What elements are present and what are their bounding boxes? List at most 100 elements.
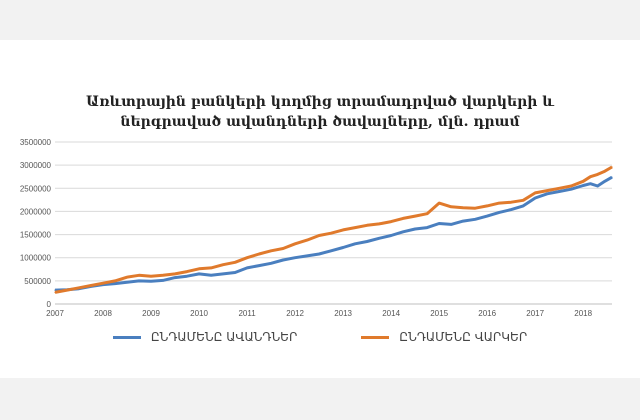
- data-point-loans: [246, 257, 248, 259]
- y-tick-label: 2500000: [20, 184, 52, 193]
- data-point-deposits: [510, 208, 512, 211]
- data-point-loans: [270, 250, 272, 252]
- x-tick-label: 2016: [478, 309, 496, 318]
- data-point-deposits: [450, 223, 452, 225]
- data-point-deposits: [306, 255, 308, 257]
- x-tick-label: 2015: [430, 309, 448, 318]
- x-tick-label: 2009: [142, 309, 160, 318]
- x-tick-label: 2007: [46, 309, 64, 318]
- data-point-deposits: [426, 227, 428, 229]
- data-point-deposits: [570, 188, 572, 190]
- data-point-loans: [54, 291, 56, 294]
- y-tick-label: 2000000: [20, 207, 52, 216]
- data-point-deposits: [138, 280, 140, 282]
- y-tick-label: 1500000: [20, 231, 52, 240]
- data-point-deposits: [234, 271, 236, 274]
- data-point-deposits: [611, 176, 613, 178]
- x-tick-label: 2011: [238, 309, 256, 318]
- y-tick-label: 500000: [24, 277, 51, 286]
- data-point-deposits: [318, 253, 320, 255]
- data-point-deposits: [198, 273, 200, 275]
- data-point-deposits: [558, 190, 560, 193]
- data-point-deposits: [522, 205, 524, 207]
- data-point-loans: [582, 180, 584, 182]
- data-point-loans: [450, 206, 452, 208]
- legend-label-deposits: ԸՆԴԱՄԵՆԸ ԱՎԱՆԴՆԵՐ: [150, 330, 298, 344]
- data-point-deposits: [330, 250, 332, 252]
- data-point-deposits: [604, 180, 606, 182]
- data-point-loans: [66, 289, 68, 291]
- data-point-deposits: [282, 259, 284, 261]
- bottom-band: [0, 378, 640, 420]
- y-tick-label: 0: [47, 300, 52, 309]
- data-point-loans: [604, 170, 606, 172]
- data-point-loans: [114, 280, 116, 282]
- data-point-loans: [570, 185, 572, 187]
- data-point-loans: [102, 282, 104, 284]
- x-tick-label: 2013: [334, 309, 352, 318]
- data-point-deposits: [462, 220, 464, 222]
- data-point-loans: [234, 261, 236, 263]
- x-tick-label: 2010: [190, 309, 208, 318]
- data-point-loans: [354, 227, 356, 229]
- data-point-loans: [258, 253, 260, 255]
- data-point-loans: [186, 271, 188, 273]
- data-point-deposits: [474, 218, 476, 220]
- data-point-loans: [162, 274, 164, 276]
- data-point-deposits: [246, 267, 248, 269]
- data-point-loans: [522, 199, 524, 201]
- data-point-loans: [198, 268, 200, 270]
- data-point-deposits: [342, 246, 344, 249]
- data-point-deposits: [402, 231, 404, 233]
- data-point-loans: [589, 176, 591, 178]
- data-point-deposits: [114, 283, 116, 285]
- data-point-loans: [462, 207, 464, 209]
- data-point-deposits: [186, 275, 188, 277]
- data-point-deposits: [162, 279, 164, 281]
- x-tick-label: 2014: [382, 309, 400, 318]
- data-point-deposits: [378, 237, 380, 239]
- data-point-loans: [534, 192, 536, 194]
- data-point-loans: [174, 273, 176, 275]
- data-point-deposits: [270, 262, 272, 264]
- data-point-deposits: [414, 228, 416, 230]
- data-point-loans: [611, 166, 613, 168]
- data-point-loans: [596, 173, 599, 175]
- data-point-deposits: [258, 264, 260, 267]
- data-point-loans: [150, 275, 152, 277]
- y-tick-label: 3500000: [20, 138, 52, 147]
- data-point-deposits: [582, 184, 584, 187]
- data-point-loans: [90, 284, 92, 287]
- data-point-loans: [486, 205, 488, 207]
- data-point-loans: [282, 247, 284, 250]
- data-point-loans: [558, 187, 560, 189]
- x-tick-label: 2018: [574, 309, 592, 318]
- data-point-loans: [414, 215, 416, 217]
- legend-swatch-loans: [361, 335, 390, 339]
- data-point-loans: [126, 276, 128, 278]
- top-band: [0, 0, 640, 40]
- data-point-deposits: [546, 193, 548, 195]
- data-point-deposits: [498, 211, 500, 213]
- data-point-loans: [210, 267, 212, 269]
- legend-item-loans: ԸՆԴԱՄԵՆԸ ՎԱՐԿԵՐ: [361, 330, 527, 344]
- legend-item-deposits: ԸՆԴԱՄԵՆԸ ԱՎԱՆԴՆԵՐ: [112, 330, 298, 344]
- x-tick-label: 2008: [94, 309, 112, 318]
- data-point-loans: [294, 243, 296, 245]
- legend-label-loans: ԸՆԴԱՄԵՆԸ ՎԱՐԿԵՐ: [399, 330, 528, 344]
- data-point-deposits: [486, 215, 488, 217]
- data-point-deposits: [222, 273, 224, 275]
- data-point-deposits: [126, 281, 128, 283]
- x-tick-label: 2012: [286, 309, 304, 318]
- data-point-deposits: [54, 289, 56, 291]
- legend-swatch-deposits: [112, 335, 141, 339]
- data-point-deposits: [589, 183, 591, 185]
- data-point-loans: [510, 201, 512, 203]
- data-point-loans: [390, 221, 392, 223]
- series-line-loans: [54, 165, 613, 294]
- chart-title: Առևտրային բանկերի կողմից տրամադրված վարկ…: [86, 94, 554, 130]
- data-point-deposits: [596, 185, 599, 187]
- data-point-loans: [438, 202, 440, 204]
